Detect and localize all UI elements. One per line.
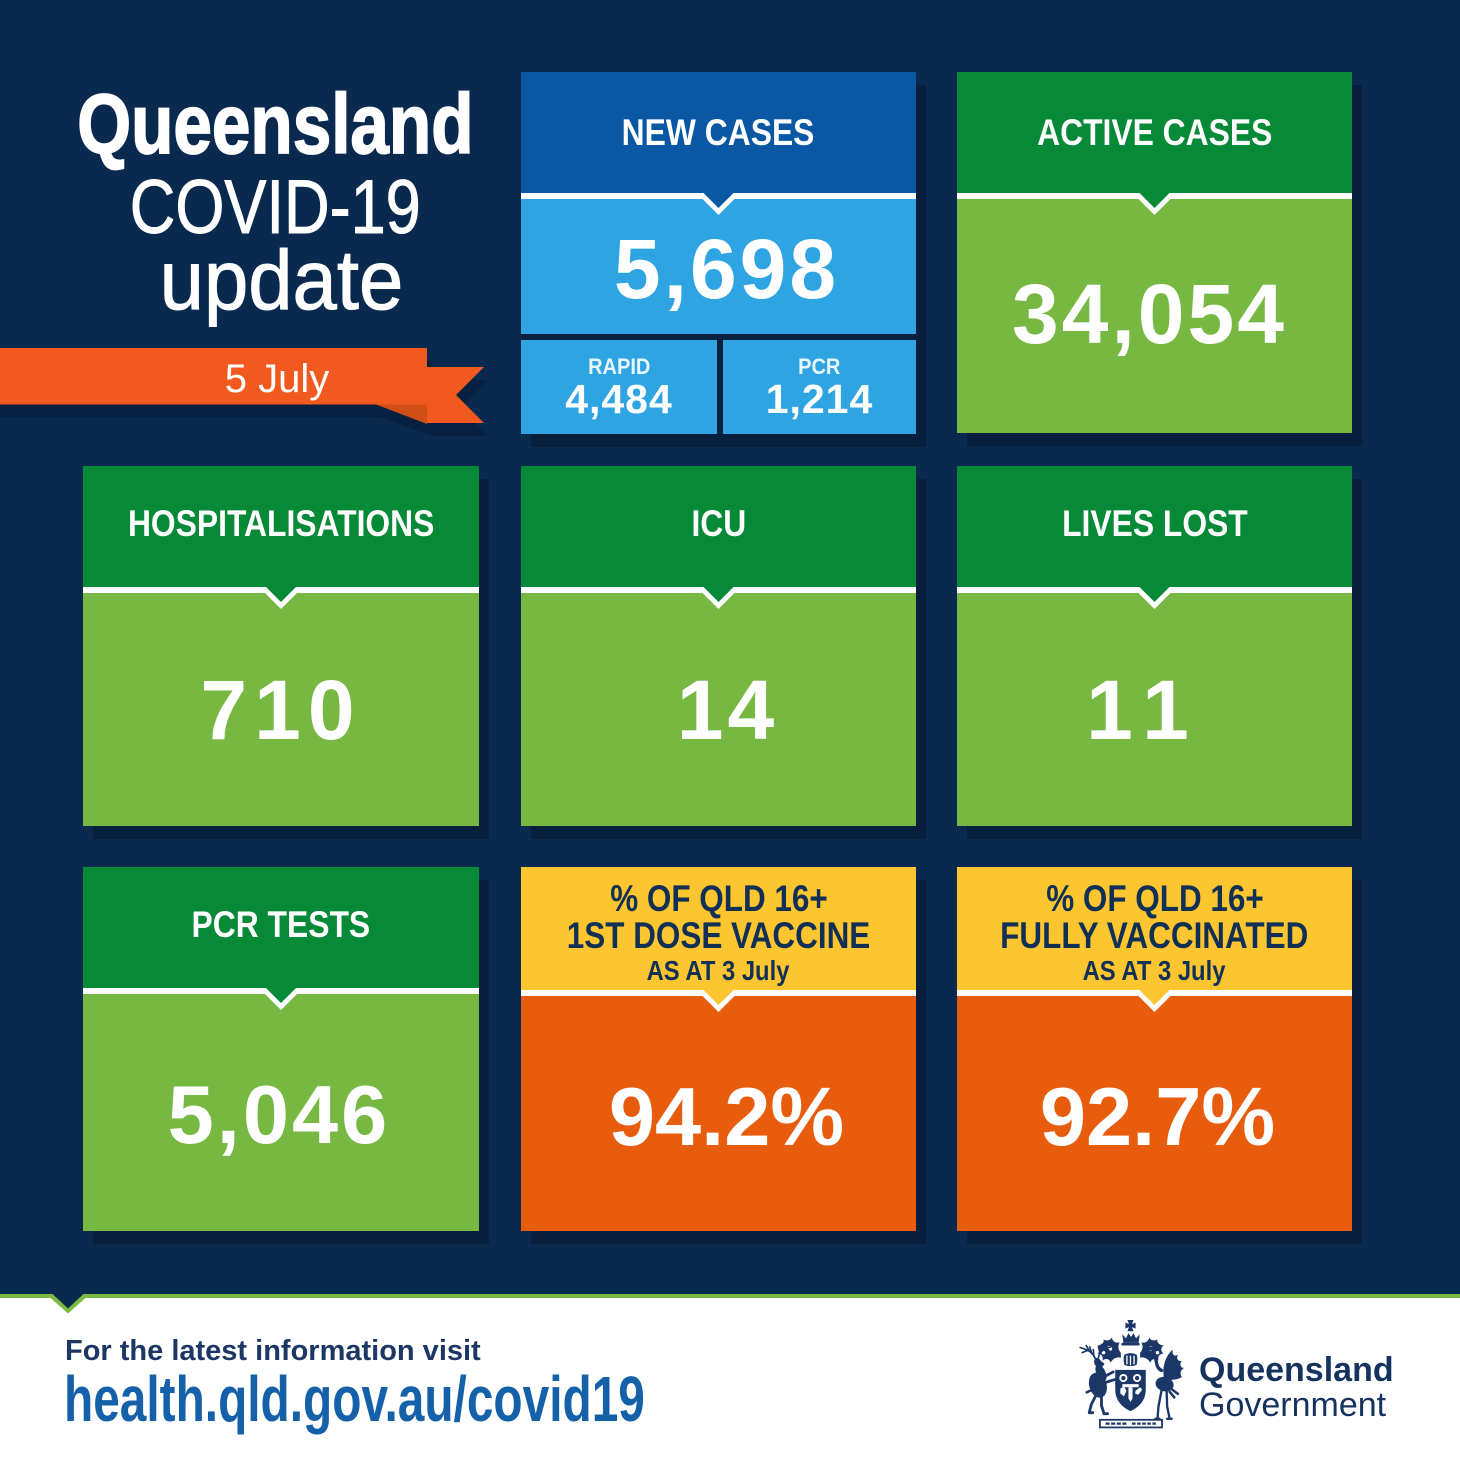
svg-text:5 July: 5 July <box>225 357 330 401</box>
